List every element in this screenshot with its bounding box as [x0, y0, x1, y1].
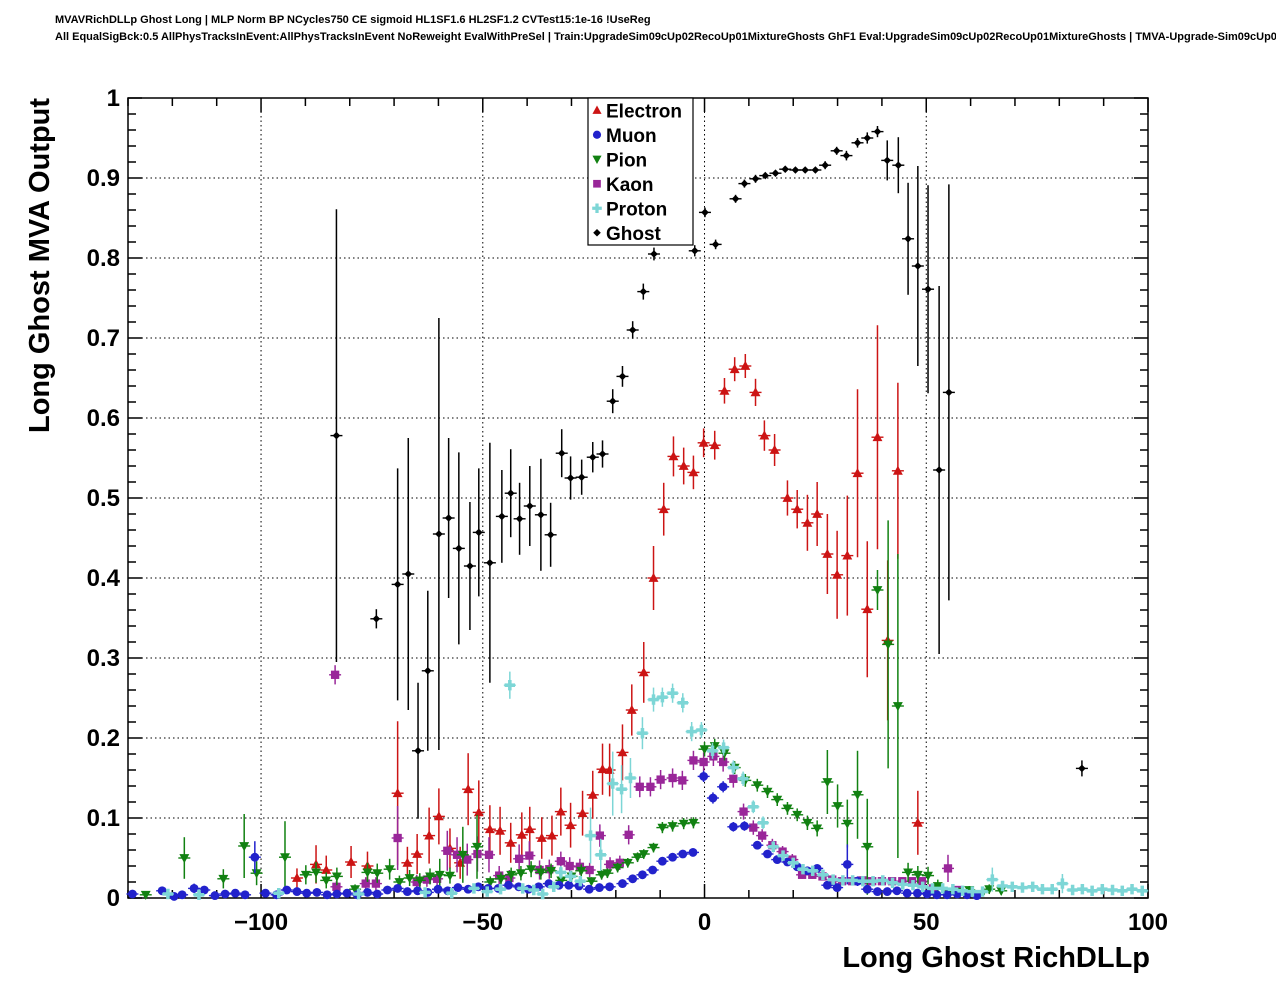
svg-text:0.8: 0.8 [87, 245, 120, 272]
legend-item-kaon: Kaon [593, 175, 654, 196]
svg-text:0.6: 0.6 [87, 405, 120, 432]
legend-item-electron: Electron [592, 101, 682, 122]
svg-text:−100: −100 [234, 909, 288, 936]
legend-item-pion: Pion [592, 150, 647, 171]
svg-text:0.3: 0.3 [87, 645, 120, 672]
series-muon [126, 770, 983, 901]
series-proton [161, 671, 1149, 900]
x-tick-labels: −100 −50 0 50 100 [234, 909, 1168, 936]
svg-text:0.7: 0.7 [87, 325, 120, 352]
svg-text:50: 50 [913, 909, 940, 936]
svg-text:0: 0 [698, 909, 711, 936]
svg-text:−50: −50 [462, 909, 503, 936]
y-tick-labels: 0 0.1 0.2 0.3 0.4 0.5 0.6 0.7 0.8 0.9 1 [87, 85, 121, 912]
svg-text:0: 0 [107, 885, 120, 912]
svg-text:Kaon: Kaon [606, 175, 654, 196]
svg-text:Muon: Muon [606, 126, 657, 147]
x-axis-title: Long Ghost RichDLLp [842, 942, 1150, 974]
series-electron [290, 325, 924, 888]
svg-text:Electron: Electron [606, 101, 682, 122]
svg-text:0.4: 0.4 [87, 565, 121, 592]
legend-item-proton: Proton [592, 199, 667, 220]
legend: Electron Muon Pion Kaon Proton Ghost [587, 97, 694, 246]
legend-item-muon: Muon [592, 126, 657, 147]
svg-text:100: 100 [1128, 909, 1168, 936]
plot-header-line1: MVAVRichDLLp Ghost Long | MLP Norm BP NC… [55, 14, 651, 26]
series-kaon [329, 665, 965, 895]
svg-text:1: 1 [107, 85, 120, 112]
svg-text:Ghost: Ghost [606, 224, 662, 245]
svg-text:0.1: 0.1 [87, 805, 120, 832]
series-pion [139, 520, 1008, 900]
svg-text:Pion: Pion [606, 150, 647, 171]
svg-text:Proton: Proton [606, 199, 667, 220]
svg-text:0.5: 0.5 [87, 485, 120, 512]
svg-text:0.9: 0.9 [87, 165, 120, 192]
svg-text:0.2: 0.2 [87, 725, 120, 752]
series-ghost [330, 126, 1088, 819]
plot-header-line2: All EqualSigBck:0.5 AllPhysTracksInEvent… [55, 31, 1276, 43]
